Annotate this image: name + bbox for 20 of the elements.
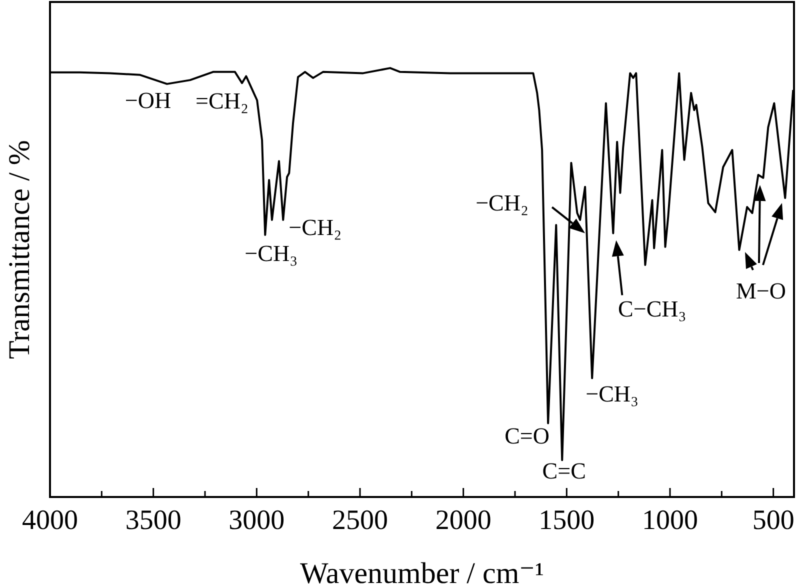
x-tick-label: 500 (752, 504, 794, 536)
annotation: M−O (736, 278, 786, 304)
x-axis-title: Wavenumber / cm⁻¹ (300, 557, 544, 585)
y-axis-title: Transmittance / % (2, 140, 36, 359)
annotation: −CH₂ (476, 190, 529, 216)
annotation: −CH₃ (586, 381, 639, 406)
annotation: C−CH₃ (618, 296, 686, 322)
annotation: C=C (542, 458, 586, 484)
annotation: −OH (124, 88, 172, 114)
x-tick-label: 1000 (642, 504, 698, 536)
x-tick-label: 3000 (228, 504, 285, 536)
annotation: −CH₂ (288, 215, 342, 240)
x-tick-label: 4000 (22, 504, 78, 536)
annotation: C=O (504, 424, 550, 449)
x-tick-label: 1500 (538, 504, 595, 536)
annotation: =CH₂ (196, 88, 248, 114)
x-tick-label: 2000 (435, 504, 492, 536)
x-tick-label: 3500 (125, 504, 182, 536)
annotation: −CH₃ (244, 241, 298, 266)
x-tick-label: 2500 (332, 504, 388, 536)
